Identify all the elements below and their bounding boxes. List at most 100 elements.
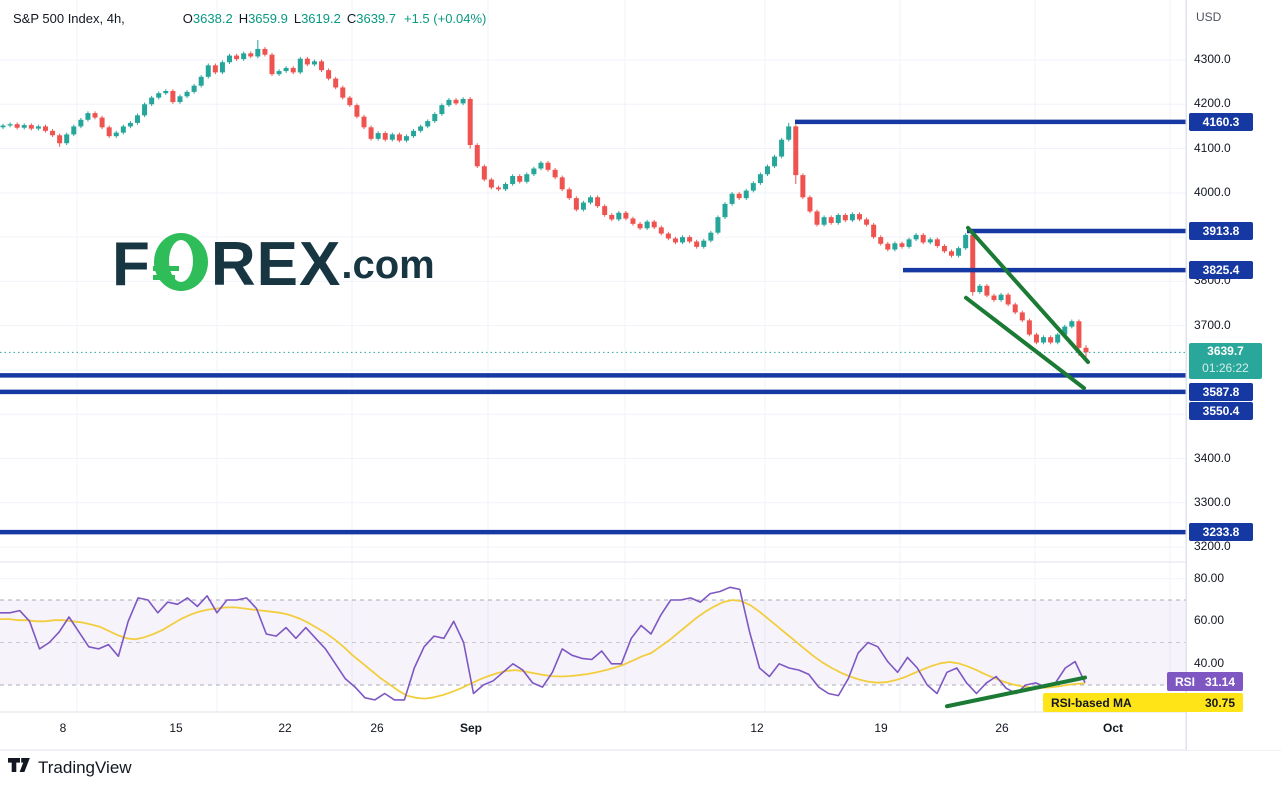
current-price-badge: 3639.7 01:26:22 [1189, 343, 1262, 379]
candle-body [984, 285, 990, 296]
candle-body [573, 198, 579, 210]
price-tick-label: 3200.0 [1194, 539, 1231, 554]
candle-body [21, 125, 27, 128]
candle-body [750, 183, 756, 191]
tradingview-text: TradingView [38, 758, 132, 777]
candle-body [616, 212, 622, 220]
time-axis-label[interactable]: 22 [278, 721, 292, 735]
candle-body [892, 243, 898, 250]
rsi-tick-label: 80.00 [1194, 570, 1225, 585]
candle-body [715, 217, 721, 233]
rsi-value-badge: RSI 31.14 [1167, 672, 1243, 691]
candle-body [177, 96, 183, 103]
candle-body [248, 53, 254, 57]
candle-body [333, 78, 339, 88]
rsi-band [0, 599, 1186, 686]
time-axis-label[interactable]: 12 [750, 721, 764, 735]
candle-body [736, 193, 742, 199]
candle-body [134, 115, 140, 123]
candle-body [1012, 304, 1018, 313]
candle-body [106, 127, 112, 137]
candle-body [849, 214, 855, 221]
candle-body [772, 156, 778, 167]
candle-body [127, 122, 133, 127]
candle-body [283, 67, 289, 72]
candle-body [28, 125, 34, 129]
candle-body [764, 166, 770, 175]
candle-body [14, 124, 20, 128]
candle-body [35, 126, 41, 129]
price-tick-label: 4100.0 [1194, 140, 1231, 155]
candle-body [191, 85, 197, 92]
time-axis-label[interactable]: Sep [459, 721, 483, 735]
candle-body [71, 126, 77, 135]
candle-body [552, 169, 558, 178]
candle-body [142, 104, 148, 116]
rsi-ma-value-badge: RSI-based MA 30.75 [1043, 693, 1243, 712]
candle-body [651, 221, 657, 228]
candle-body [375, 133, 381, 139]
candle-body [418, 126, 424, 131]
candle-body [347, 97, 353, 106]
candle-body [503, 183, 509, 190]
tradingview-icon [8, 758, 31, 778]
candle-body [425, 121, 431, 127]
candle-body [920, 234, 926, 243]
candle-body [7, 124, 13, 126]
candle-body [566, 189, 572, 199]
candle-body [453, 99, 459, 104]
candle-body [510, 176, 516, 184]
chart-plot-area[interactable] [0, 0, 1281, 752]
time-axis-label[interactable]: 26 [995, 721, 1009, 735]
rsi-trendline [945, 675, 1087, 709]
candle-body [934, 239, 940, 246]
candle-body [538, 162, 544, 169]
candle-body [913, 234, 919, 240]
candle-body [941, 245, 947, 252]
time-axis-label[interactable]: 15 [169, 721, 183, 735]
candle-body [78, 119, 84, 127]
candle-body [297, 58, 303, 73]
candle-body [1076, 321, 1082, 348]
candle-body [800, 175, 806, 198]
candle-body [396, 134, 402, 141]
time-axis-label[interactable]: 19 [874, 721, 888, 735]
time-axis-label[interactable]: 8 [59, 721, 67, 735]
candle-body [786, 126, 792, 140]
candle-body [340, 87, 346, 98]
candle-body [729, 193, 735, 204]
watermark-dotcom: .com [341, 242, 435, 287]
candle-body [644, 221, 650, 229]
candle-body [821, 217, 827, 225]
candle-body [0, 125, 6, 128]
candle-body [623, 212, 629, 219]
candle-body [680, 237, 686, 243]
candle-body [219, 62, 225, 73]
trendline [966, 225, 1090, 364]
candle-body [149, 97, 155, 105]
candle-body [856, 214, 862, 220]
candle-body [580, 202, 586, 210]
rsi-tick-label: 40.00 [1194, 655, 1225, 670]
candle-body [205, 65, 211, 77]
candle-body [864, 219, 870, 225]
candle-body [517, 176, 523, 182]
candle-body [878, 237, 884, 244]
tradingview-logo[interactable]: TradingView [8, 758, 132, 778]
candle-body [262, 48, 268, 55]
rsi-band-fill [0, 600, 1186, 685]
price-tick-label: 3300.0 [1194, 494, 1231, 509]
time-axis-label[interactable]: 26 [370, 721, 384, 735]
candle-body [439, 105, 445, 115]
candle-body [1083, 347, 1089, 353]
candle-body [793, 126, 799, 176]
candle-body [227, 55, 233, 63]
candle-body [814, 211, 820, 225]
candle-body [234, 55, 240, 60]
time-axis-label[interactable]: Oct [1102, 721, 1124, 735]
candle-body [241, 53, 247, 60]
candle-body [970, 234, 976, 293]
candle-body [120, 126, 126, 133]
symbol-legend[interactable]: S&P 500 Index, 4h, O3638.2 H3659.9 L3619… [13, 11, 486, 26]
